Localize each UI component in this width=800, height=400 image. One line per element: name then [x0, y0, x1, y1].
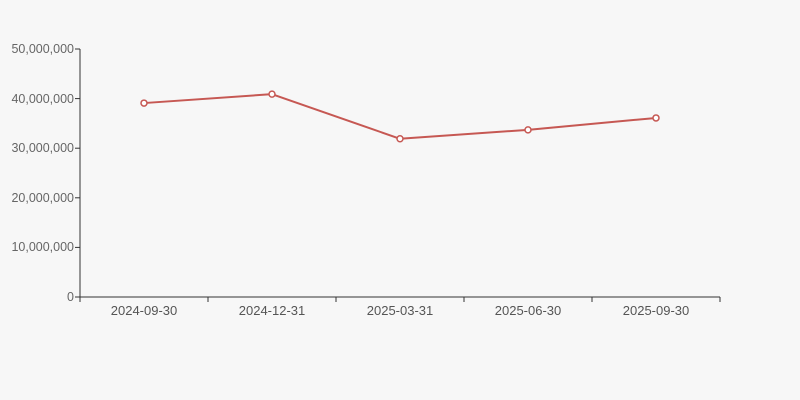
- line-series: [143, 93, 657, 140]
- x-axis-tick-label: 2025-03-31: [366, 303, 434, 318]
- x-axis-tick-label: 2024-12-31: [238, 303, 306, 318]
- y-axis-tick-label: 10,000,000: [11, 240, 74, 255]
- data-point-marker[interactable]: [652, 114, 660, 122]
- data-point-marker[interactable]: [140, 99, 148, 107]
- y-axis-tick-label: 50,000,000: [11, 42, 74, 56]
- y-axis-tick-label: 20,000,000: [11, 190, 74, 205]
- data-point-marker[interactable]: [396, 135, 404, 143]
- x-axis-tick-label: 2025-09-30: [622, 303, 690, 318]
- y-axis-tick-label: 0: [67, 290, 74, 304]
- data-point-marker[interactable]: [268, 90, 276, 98]
- x-axis-tick-label: 2024-09-30: [110, 303, 178, 318]
- y-axis-tick-label: 40,000,000: [11, 91, 74, 106]
- x-axis-tick-label: 2025-06-30: [494, 303, 562, 318]
- y-axis-tick-label: 30,000,000: [11, 141, 74, 156]
- data-point-marker[interactable]: [524, 126, 532, 134]
